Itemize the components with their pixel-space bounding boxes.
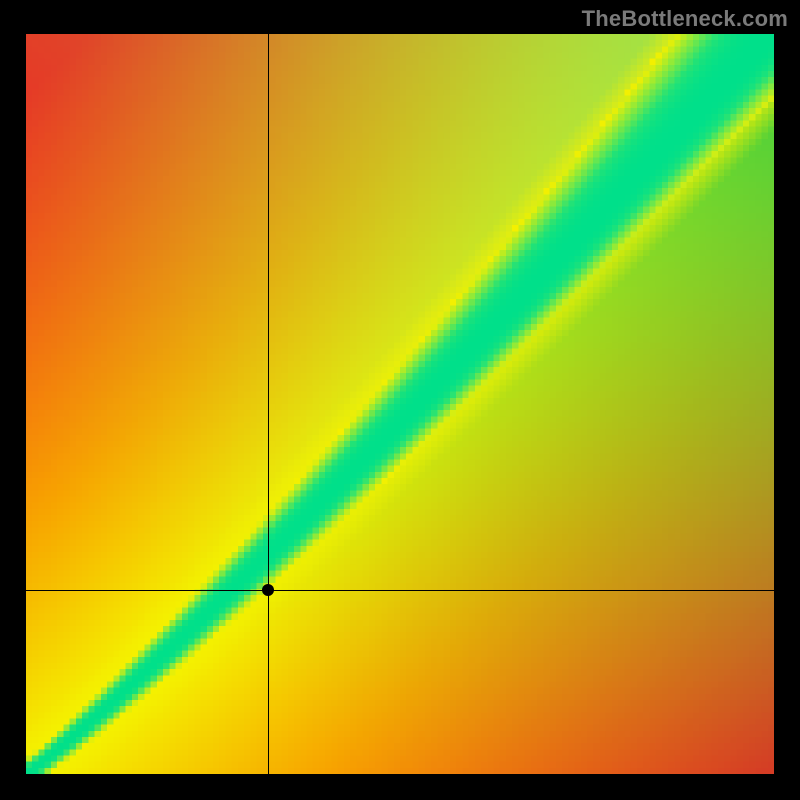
heatmap-plot <box>26 34 774 774</box>
watermark-text: TheBottleneck.com <box>582 6 788 32</box>
crosshair-marker <box>262 584 274 596</box>
crosshair-vertical <box>268 34 269 774</box>
heatmap-canvas <box>26 34 774 774</box>
chart-container: TheBottleneck.com <box>0 0 800 800</box>
crosshair-horizontal <box>26 590 774 591</box>
